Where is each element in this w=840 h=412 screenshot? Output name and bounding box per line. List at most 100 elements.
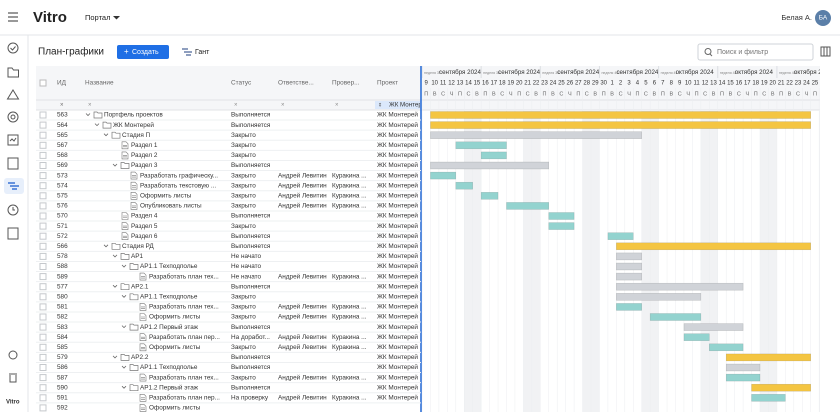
project-filter-value[interactable]: ЖК Монтерей [389, 102, 429, 109]
row-checkbox[interactable] [39, 141, 47, 149]
gantt-bar[interactable] [607, 232, 634, 240]
gantt-bar[interactable] [616, 252, 642, 261]
expand-chevron[interactable] [112, 355, 118, 359]
gantt-bar[interactable] [751, 383, 811, 392]
gantt-bar[interactable] [683, 323, 744, 331]
expand-chevron[interactable] [121, 325, 127, 329]
expand-chevron[interactable] [121, 385, 127, 389]
row-checkbox[interactable] [39, 121, 47, 129]
row-checkbox[interactable] [39, 353, 47, 361]
expand-chevron[interactable] [112, 163, 118, 167]
row-checkbox[interactable] [39, 394, 47, 402]
row-checkbox[interactable] [39, 252, 47, 260]
search-box[interactable] [697, 43, 814, 61]
gantt-bar[interactable] [548, 222, 575, 230]
row-checkbox[interactable] [39, 303, 47, 311]
row-checkbox[interactable] [39, 273, 47, 281]
gantt-toggle-icon[interactable] [182, 48, 192, 56]
day-label: 9 [678, 81, 682, 87]
expand-chevron[interactable] [103, 244, 109, 248]
row-checkbox[interactable] [39, 333, 47, 341]
expand-chevron[interactable] [85, 113, 91, 117]
gantt-bar[interactable] [616, 303, 642, 311]
gantt-bar[interactable] [430, 131, 642, 139]
row-checkbox[interactable] [39, 374, 47, 382]
gantt-bar[interactable] [616, 282, 744, 291]
gantt-bar[interactable] [725, 353, 811, 362]
gantt-toggle[interactable]: Гант [195, 49, 210, 56]
expand-chevron[interactable] [112, 254, 118, 258]
dropdown-arrow[interactable] [113, 16, 120, 20]
day-label: 27 [828, 81, 835, 87]
avatar-initials[interactable]: БА [819, 15, 828, 22]
gantt-bar[interactable] [430, 121, 811, 129]
gantt-bar[interactable] [725, 373, 761, 382]
row-checkbox[interactable] [39, 323, 47, 331]
gantt-bar[interactable] [683, 333, 710, 341]
gantt-bar[interactable] [548, 212, 575, 220]
gantt-bar[interactable] [751, 394, 786, 402]
user-name[interactable]: Белая А. [781, 13, 812, 22]
row-checkbox[interactable] [39, 182, 47, 190]
gantt-bar[interactable] [649, 313, 702, 321]
gantt-bar[interactable] [709, 343, 744, 352]
task-icon [139, 343, 147, 352]
expand-chevron[interactable] [121, 295, 127, 298]
row-checkbox[interactable] [39, 202, 47, 210]
expand-chevron[interactable] [121, 365, 127, 369]
expand-chevron[interactable] [112, 284, 118, 288]
row-checkbox[interactable] [39, 404, 47, 412]
gantt-bar[interactable] [455, 181, 473, 190]
expand-chevron[interactable] [94, 123, 100, 127]
sidebar-icons[interactable] [6, 42, 20, 383]
row-checkbox[interactable] [39, 232, 47, 240]
gantt-bar[interactable] [616, 242, 811, 251]
gantt-bar[interactable] [430, 111, 811, 119]
row-checkbox[interactable] [39, 293, 47, 301]
create-label[interactable]: Создать [132, 49, 159, 56]
row-checkbox[interactable] [39, 283, 47, 291]
gantt-bar[interactable] [480, 151, 507, 160]
gantt-bar[interactable] [506, 202, 549, 210]
row-checkbox[interactable] [39, 192, 47, 200]
row-name: АР1.1 Техподполье [140, 364, 198, 371]
search-icon[interactable] [704, 48, 712, 55]
row-checkbox[interactable] [39, 162, 47, 169]
select-all[interactable] [39, 79, 47, 87]
gantt-bar[interactable] [725, 363, 761, 372]
row-checkbox[interactable] [39, 343, 47, 351]
row-checkbox[interactable] [39, 212, 47, 220]
project-filter[interactable] [375, 101, 421, 109]
gantt-bar[interactable] [616, 293, 702, 301]
expand-chevron[interactable] [121, 264, 127, 268]
avatar[interactable] [815, 10, 831, 26]
gantt-bar[interactable] [430, 171, 457, 180]
gantt-icon[interactable] [8, 182, 19, 190]
plus-icon[interactable]: + [124, 47, 129, 56]
gantt-bar[interactable] [616, 262, 642, 271]
search-placeholder[interactable]: Поиск и фильтр [717, 49, 768, 56]
row-checkbox[interactable] [39, 222, 47, 230]
row-checkbox[interactable] [39, 263, 47, 270]
filter-icon[interactable]: ⇕ [378, 102, 382, 108]
row-checkbox[interactable] [39, 242, 47, 250]
row-checkbox[interactable] [39, 384, 47, 392]
row-checkbox[interactable] [39, 313, 47, 321]
menu-icon[interactable] [8, 12, 18, 22]
columns-button[interactable] [820, 46, 831, 57]
gantt-bar[interactable] [455, 141, 507, 150]
gantt-bar[interactable] [480, 192, 499, 200]
gantt-bar[interactable] [616, 272, 642, 281]
search-icon[interactable] [709, 53, 713, 57]
row-checkbox[interactable] [39, 151, 47, 159]
row-checkbox[interactable] [39, 172, 47, 180]
expand-chevron[interactable] [103, 133, 109, 137]
gantt-bar[interactable] [430, 161, 550, 170]
row-checkbox[interactable] [39, 364, 47, 371]
create-button[interactable] [117, 45, 169, 59]
week-number: неделя 42 [720, 71, 737, 75]
row-checkbox[interactable] [39, 111, 47, 119]
row-checkbox[interactable] [39, 131, 47, 139]
logo[interactable]: Vitro [33, 9, 67, 26]
portal-select[interactable]: Портал [85, 13, 110, 22]
